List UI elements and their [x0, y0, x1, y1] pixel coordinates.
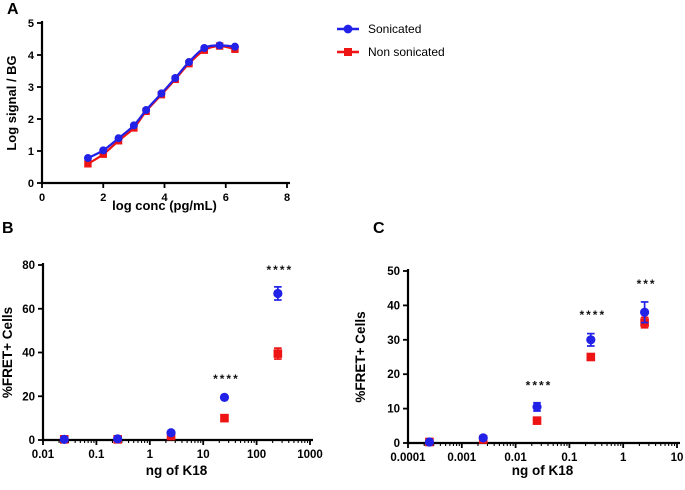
x-tick-label: 4 — [161, 192, 168, 204]
panel-c-label: C — [373, 220, 385, 237]
legend-marker-shape — [343, 24, 353, 34]
data-point — [215, 41, 224, 50]
y-axis-title: Log signal / BG — [4, 55, 19, 150]
x-tick-label: 0.1 — [561, 452, 578, 464]
data-point — [99, 146, 108, 155]
y-tick-label: 80 — [22, 260, 35, 272]
data-point — [230, 42, 239, 51]
data-point — [84, 160, 92, 168]
data-point — [424, 437, 435, 447]
legend-marker-shape — [344, 48, 352, 56]
data-point — [220, 413, 229, 423]
y-tick-label: 0 — [28, 178, 34, 190]
panel-c-chart: 0.0001 0.001 0.01 0.1 1 10 0 10 20 30 40 50 ng of K1… — [353, 266, 684, 478]
non-sonicated-square-icon — [336, 46, 360, 58]
x-tick-label: 0.0001 — [390, 452, 426, 464]
series-sonicated — [59, 286, 283, 444]
y-tick-label: 5 — [28, 18, 34, 30]
data-point — [478, 433, 488, 443]
x-tick-label: 0 — [39, 192, 45, 204]
data-point — [219, 392, 230, 402]
x-tick-label: 2 — [100, 192, 106, 204]
x-tick-label: 0.01 — [32, 449, 55, 461]
data-point — [157, 89, 166, 98]
x-tick-label: 6 — [223, 192, 229, 204]
data-point — [273, 288, 283, 299]
data-point — [114, 134, 123, 143]
legend-item-non-sonicated: Non sonicated — [336, 45, 445, 59]
x-tick-label: 10 — [197, 449, 210, 461]
data-point — [532, 402, 542, 412]
y-tick-label: 30 — [387, 335, 400, 347]
data-point — [171, 74, 180, 83]
y-axis-title: %FRET+ Cells — [353, 311, 368, 402]
y-tick-label: 2 — [28, 114, 34, 126]
panel-b-label: B — [2, 220, 14, 237]
data-point — [142, 106, 151, 115]
x-tick-label: 8 — [284, 192, 290, 204]
panel-a-label: A — [7, 1, 19, 18]
y-tick-label: 0 — [29, 435, 35, 447]
data-point — [59, 434, 69, 444]
significance-stars: *** — [637, 277, 657, 291]
panel-b-chart: 0.01 0.1 1 10 100 1000 0 20 40 60 80 ng of K18 %FRET… — [0, 260, 323, 478]
legend: Sonicated Non sonicated — [336, 22, 445, 59]
sonicated-circle-icon — [336, 23, 360, 35]
significance-stars: **** — [267, 263, 294, 277]
y-tick-label: 3 — [28, 82, 34, 94]
y-tick-label: 10 — [387, 404, 400, 416]
data-point — [83, 154, 92, 163]
legend-item-sonicated: Sonicated — [336, 22, 445, 36]
x-tick-label: 0.001 — [447, 452, 476, 464]
panel-a-chart: 0 2 4 6 8 0 1 2 3 4 5 log conc (pg/mL) Log signal / … — [4, 18, 290, 213]
fit-curve — [87, 44, 236, 160]
y-tick-label: 20 — [22, 391, 35, 403]
series-sonicated — [424, 301, 650, 447]
y-tick-label: 40 — [387, 300, 400, 312]
y-tick-label: 1 — [28, 146, 34, 158]
data-point — [185, 58, 193, 67]
data-point — [113, 434, 123, 444]
y-tick-label: 50 — [387, 266, 400, 278]
x-tick-label: 0.01 — [504, 452, 527, 464]
x-tick-label: 0.1 — [88, 449, 105, 461]
y-tick-label: 4 — [28, 50, 35, 62]
x-tick-label: 10 — [671, 452, 684, 464]
y-tick-label: 0 — [394, 438, 400, 450]
y-tick-label: 40 — [22, 348, 35, 360]
significance-stars: **** — [213, 372, 240, 386]
x-axis-title: log conc (pg/mL) — [112, 198, 217, 213]
legend-label-sonicated: Sonicated — [368, 22, 422, 36]
legend-label-non-sonicated: Non sonicated — [368, 45, 445, 59]
data-point — [586, 335, 596, 345]
x-axis-title: ng of K18 — [146, 463, 208, 478]
y-tick-label: 20 — [387, 369, 400, 381]
significance-stars: **** — [579, 308, 606, 322]
data-point — [166, 428, 176, 438]
data-point — [129, 121, 138, 130]
data-point — [200, 43, 209, 52]
series-sonicated — [83, 41, 239, 163]
data-point — [586, 352, 596, 362]
data-point — [532, 416, 542, 425]
x-tick-label: 1 — [147, 449, 154, 461]
y-axis-title: %FRET+ Cells — [0, 307, 15, 398]
x-tick-label: 1 — [620, 452, 627, 464]
data-point — [273, 349, 283, 358]
y-tick-label: 60 — [22, 304, 35, 316]
x-axis-title: ng of K18 — [512, 463, 574, 478]
x-tick-label: 1000 — [297, 449, 323, 461]
significance-stars: **** — [526, 379, 553, 393]
data-point — [640, 307, 650, 317]
x-tick-label: 100 — [247, 449, 266, 461]
